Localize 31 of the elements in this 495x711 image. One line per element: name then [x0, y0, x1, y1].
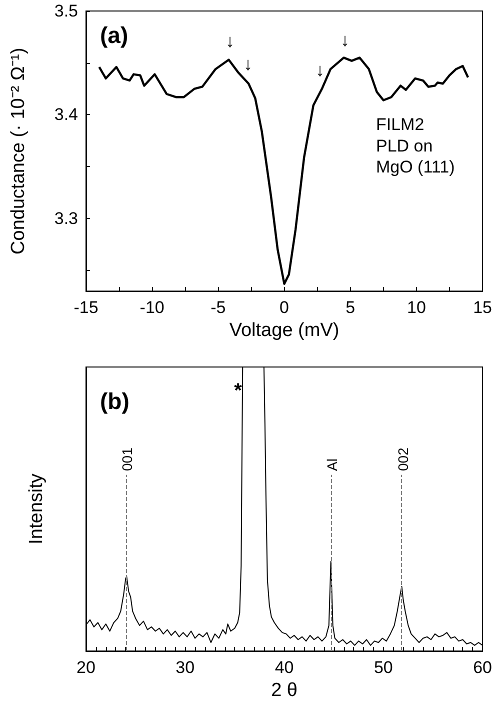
y-axis-title: Intensity — [26, 473, 47, 544]
y-tick-label: 3.4 — [54, 105, 78, 124]
x-tick-label: 5 — [346, 298, 356, 318]
x-tick-label: -5 — [210, 298, 226, 318]
x-tick-label: -15 — [74, 298, 98, 318]
x-tick-label: 50 — [374, 658, 393, 677]
annotation: 002 — [395, 447, 411, 471]
x-tick-label: 0 — [280, 298, 290, 318]
annotation: ↓ — [226, 31, 234, 51]
x-axis-title: 2 θ — [271, 680, 298, 701]
x-tick-label: -10 — [140, 298, 164, 318]
annotation: FILM2 PLD on MgO (111) — [376, 115, 455, 177]
annotation: ↓ — [340, 30, 350, 50]
x-tick-label: 15 — [473, 298, 492, 318]
annotation: ↓ — [316, 60, 324, 80]
y-tick-label: 3.5 — [54, 2, 78, 20]
annotation: 001 — [119, 447, 135, 471]
annotation: (a) — [100, 22, 128, 48]
x-tick-label: 30 — [176, 658, 195, 677]
annotation: Al — [324, 458, 340, 471]
annotation: ↓ — [244, 54, 252, 74]
x-tick-label: 40 — [274, 658, 294, 677]
y-tick-label: 3.3 — [54, 208, 78, 228]
annotation: (b) — [100, 388, 130, 414]
x-tick-label: 10 — [406, 298, 426, 318]
annotation: * — [234, 380, 242, 402]
x-tick-label: 60 — [473, 658, 492, 677]
x-axis-title: Voltage (mV) — [229, 320, 340, 341]
y-axis-title: Conductance (· 10⁻² Ω⁻¹) — [8, 48, 29, 254]
x-tick-label: 20 — [76, 658, 96, 677]
line-series — [98, 56, 470, 285]
